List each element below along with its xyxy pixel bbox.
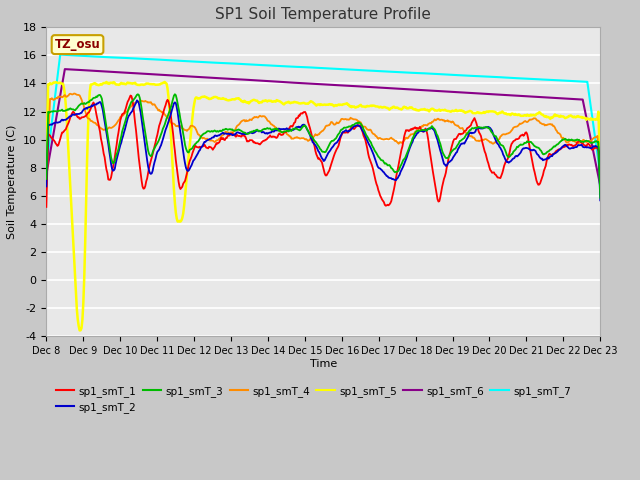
sp1_smT_1 — [294, 115, 301, 121]
sp1_smT_5 — [461, 110, 469, 116]
sp1_smT_1 — [42, 204, 50, 210]
sp1_smT_1 — [413, 125, 421, 131]
Line: sp1_smT_4: sp1_smT_4 — [46, 94, 600, 190]
sp1_smT_4 — [596, 187, 604, 192]
sp1_smT_2 — [596, 197, 604, 203]
sp1_smT_2 — [133, 97, 141, 103]
sp1_smT_2 — [370, 152, 378, 158]
sp1_smT_2 — [42, 183, 50, 189]
sp1_smT_6 — [461, 90, 468, 96]
sp1_smT_5 — [187, 134, 195, 140]
sp1_smT_6 — [596, 183, 604, 189]
Title: SP1 Soil Temperature Profile: SP1 Soil Temperature Profile — [216, 7, 431, 22]
Line: sp1_smT_7: sp1_smT_7 — [46, 55, 600, 175]
sp1_smT_7 — [186, 59, 193, 64]
X-axis label: Time: Time — [310, 359, 337, 369]
sp1_smT_6 — [370, 84, 378, 90]
sp1_smT_5 — [414, 108, 422, 113]
sp1_smT_3 — [413, 128, 421, 134]
sp1_smT_7 — [596, 172, 604, 178]
sp1_smT_3 — [370, 145, 378, 151]
sp1_smT_3 — [42, 176, 50, 182]
sp1_smT_3 — [294, 127, 301, 132]
sp1_smT_3 — [141, 125, 148, 131]
sp1_smT_1 — [127, 93, 134, 98]
sp1_smT_2 — [186, 166, 193, 172]
sp1_smT_5 — [295, 100, 303, 106]
sp1_smT_5 — [596, 173, 604, 179]
sp1_smT_6 — [413, 87, 421, 93]
Line: sp1_smT_6: sp1_smT_6 — [46, 69, 600, 186]
sp1_smT_2 — [461, 141, 468, 146]
sp1_smT_7 — [42, 164, 50, 170]
sp1_smT_4 — [461, 129, 468, 134]
sp1_smT_7 — [461, 72, 468, 78]
Line: sp1_smT_5: sp1_smT_5 — [46, 82, 600, 330]
sp1_smT_5 — [102, 79, 110, 85]
sp1_smT_1 — [596, 181, 604, 187]
sp1_smT_7 — [294, 64, 301, 70]
Line: sp1_smT_2: sp1_smT_2 — [46, 100, 600, 200]
Line: sp1_smT_3: sp1_smT_3 — [46, 94, 600, 198]
Text: TZ_osu: TZ_osu — [54, 38, 100, 51]
sp1_smT_3 — [186, 147, 193, 153]
sp1_smT_3 — [171, 91, 179, 97]
sp1_smT_5 — [76, 327, 83, 333]
sp1_smT_3 — [461, 135, 468, 141]
sp1_smT_4 — [141, 98, 149, 104]
sp1_smT_2 — [294, 124, 301, 130]
Y-axis label: Soil Temperature (C): Soil Temperature (C) — [7, 125, 17, 239]
sp1_smT_4 — [370, 131, 378, 137]
sp1_smT_6 — [186, 73, 193, 79]
sp1_smT_4 — [70, 91, 78, 96]
sp1_smT_4 — [186, 125, 193, 131]
Line: sp1_smT_1: sp1_smT_1 — [46, 96, 600, 207]
sp1_smT_1 — [186, 158, 193, 164]
sp1_smT_1 — [370, 169, 378, 175]
sp1_smT_7 — [56, 52, 64, 58]
sp1_smT_6 — [42, 171, 50, 177]
sp1_smT_5 — [42, 160, 50, 166]
sp1_smT_3 — [596, 195, 604, 201]
sp1_smT_6 — [141, 71, 149, 77]
sp1_smT_5 — [371, 103, 378, 108]
sp1_smT_4 — [294, 135, 301, 141]
sp1_smT_1 — [461, 128, 468, 134]
sp1_smT_1 — [141, 183, 149, 189]
sp1_smT_6 — [294, 80, 301, 86]
sp1_smT_7 — [413, 70, 421, 76]
sp1_smT_4 — [413, 127, 421, 133]
sp1_smT_4 — [42, 185, 50, 191]
sp1_smT_5 — [142, 81, 150, 86]
sp1_smT_2 — [413, 130, 421, 136]
Legend: sp1_smT_1, sp1_smT_2, sp1_smT_3, sp1_smT_4, sp1_smT_5, sp1_smT_6, sp1_smT_7: sp1_smT_1, sp1_smT_2, sp1_smT_3, sp1_smT… — [52, 382, 575, 417]
sp1_smT_7 — [370, 68, 378, 74]
sp1_smT_6 — [61, 66, 68, 72]
sp1_smT_2 — [141, 144, 149, 149]
sp1_smT_7 — [141, 56, 149, 62]
